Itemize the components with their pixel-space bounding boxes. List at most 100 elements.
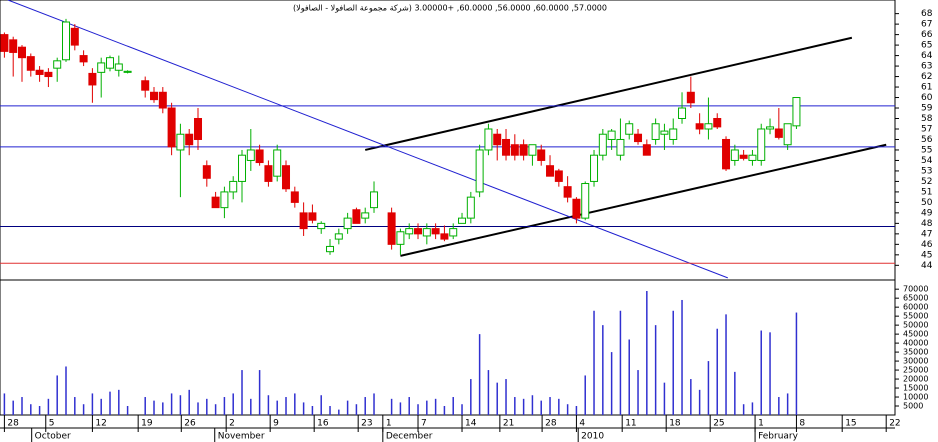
candle-body	[202, 165, 211, 179]
volume-tick-label: 45000	[903, 330, 928, 339]
candle-body	[466, 196, 475, 219]
candle-body	[396, 231, 405, 245]
candle-body	[642, 144, 651, 156]
candle-body	[176, 133, 185, 151]
volume-tick-label: 30000	[903, 357, 928, 366]
candle-body	[634, 133, 643, 143]
volume-tick-label: 50000	[903, 321, 928, 330]
candle-body	[581, 183, 590, 219]
x-tick-label: 18	[669, 419, 681, 429]
volume-tick-label: 35000	[903, 348, 928, 357]
y-tick-label: 67	[921, 20, 932, 30]
volume-tick-label: 5000	[903, 402, 923, 411]
candle-body	[704, 123, 713, 130]
candle-body	[748, 154, 757, 161]
candle-body	[431, 228, 440, 235]
x-tick-label: 28	[545, 419, 557, 429]
x-tick-label: 4	[579, 419, 585, 429]
candle-body	[317, 222, 326, 230]
candle-body	[246, 149, 255, 161]
candle-body	[35, 69, 44, 75]
candle-body	[502, 138, 511, 156]
candle-body	[387, 212, 396, 245]
candle-body	[9, 39, 18, 53]
candle-body	[70, 27, 79, 46]
candle-body	[308, 212, 317, 221]
candle-body	[493, 133, 502, 146]
candle-body	[625, 123, 634, 135]
candle-body	[62, 21, 71, 61]
volume-tick-label: 55000	[903, 312, 928, 321]
trend-line	[400, 143, 887, 257]
candle-body	[255, 149, 264, 164]
candle-body	[572, 198, 581, 219]
candle-body	[590, 154, 599, 182]
trend-line	[7, 0, 728, 279]
y-tick-label: 48	[921, 219, 933, 229]
candle-body	[616, 138, 625, 156]
candle-body	[123, 70, 132, 73]
candle-body	[686, 91, 695, 104]
candle-body	[0, 34, 9, 52]
candle-body	[97, 62, 106, 73]
candle-body	[422, 228, 431, 237]
candle-body	[660, 130, 669, 135]
y-tick-label: 60	[921, 93, 933, 103]
y-tick-label: 52	[921, 177, 932, 187]
x-tick-label: 8	[799, 419, 805, 429]
y-tick-label: 64	[921, 51, 933, 61]
month-label: October	[35, 432, 71, 442]
candle-body	[713, 118, 722, 128]
candle-body	[44, 71, 53, 78]
candle-body	[185, 133, 194, 146]
x-tick-label: 26	[184, 419, 196, 429]
y-tick-label: 50	[921, 198, 933, 208]
x-tick-label: 2	[229, 419, 235, 429]
candle-body	[554, 170, 563, 182]
month-label: 2010	[581, 432, 604, 442]
candle-body	[220, 191, 229, 209]
volume-tick-label: 70000	[903, 285, 928, 294]
x-tick-label: 12	[95, 419, 106, 429]
candle-body	[114, 63, 123, 71]
candle-body	[18, 46, 27, 59]
volume-panel	[0, 279, 896, 416]
y-tick-label: 68	[921, 9, 933, 19]
candle-body	[651, 123, 660, 140]
x-tick-label: 23	[361, 419, 372, 429]
candle-body	[730, 149, 739, 161]
y-tick-label: 46	[921, 240, 933, 250]
candle-body	[88, 72, 97, 86]
candle-body	[326, 245, 335, 253]
volume-tick-label: 65000	[903, 294, 928, 303]
candle-body	[528, 144, 537, 156]
x-tick-label: 14	[465, 419, 477, 429]
x-tick-label: 9	[273, 419, 279, 429]
candle-body	[607, 130, 616, 140]
x-tick-label: 28	[7, 419, 19, 429]
chart-title: (شركة مجموعة الصافولا - الصافولا) 57.000…	[293, 4, 607, 13]
x-tick-label: 1	[758, 419, 764, 429]
volume-tick-label: 60000	[903, 303, 928, 312]
y-tick-label: 49	[921, 208, 933, 218]
candle-body	[766, 126, 775, 130]
candle-body	[238, 154, 247, 182]
candle-body	[537, 149, 546, 161]
candle-body	[695, 123, 704, 130]
candle-body	[475, 149, 484, 193]
candle-body	[299, 212, 308, 230]
x-tick-label: 11	[625, 419, 636, 429]
y-tick-label: 59	[921, 104, 933, 114]
candle-body	[774, 128, 783, 138]
candle-body	[273, 149, 282, 177]
candle-body	[669, 128, 678, 140]
candle-body	[757, 128, 766, 161]
volume-tick-label: 40000	[903, 339, 928, 348]
volume-tick-label: 10000	[903, 393, 928, 402]
candle-body	[150, 91, 159, 101]
candle-body	[264, 165, 273, 182]
candle-body	[484, 128, 493, 151]
candle-body	[167, 107, 176, 148]
price-panel	[0, 0, 896, 281]
volume-tick-label: 15000	[903, 384, 928, 393]
